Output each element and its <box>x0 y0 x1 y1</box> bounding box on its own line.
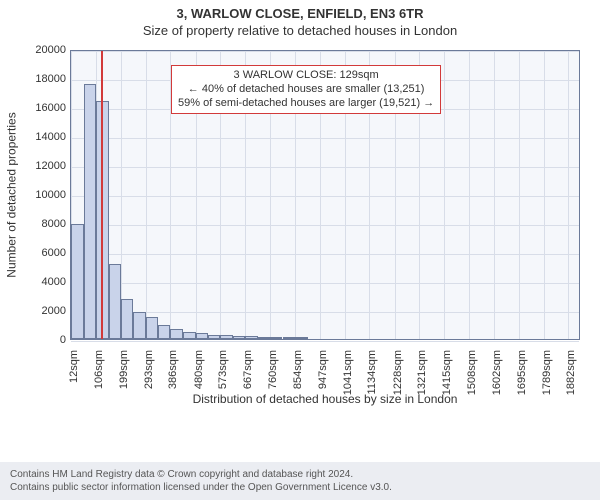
x-tick-label: 947sqm <box>317 350 329 410</box>
footer-line-2: Contains public sector information licen… <box>10 481 590 494</box>
gridline-h <box>71 225 579 226</box>
x-tick-label: 199sqm <box>118 350 130 410</box>
x-tick-label: 106sqm <box>93 350 105 410</box>
x-tick-label: 760sqm <box>267 350 279 410</box>
histogram-bar <box>196 333 209 339</box>
x-tick-label: 1789sqm <box>541 350 553 410</box>
gridline-h <box>71 196 579 197</box>
histogram-bar <box>170 329 183 339</box>
footer-attribution: Contains HM Land Registry data © Crown c… <box>0 462 600 500</box>
gridline-h <box>71 312 579 313</box>
histogram-bar <box>133 312 146 339</box>
histogram-bar <box>183 332 196 339</box>
footer-line-1: Contains HM Land Registry data © Crown c… <box>10 468 590 481</box>
x-tick-label: 1041sqm <box>342 350 354 410</box>
callout-line: 3 WARLOW CLOSE: 129sqm <box>178 69 434 83</box>
x-tick-label: 12sqm <box>68 350 80 410</box>
y-tick-label: 0 <box>16 334 66 346</box>
y-tick-label: 4000 <box>16 276 66 288</box>
y-tick-label: 6000 <box>16 247 66 259</box>
histogram-bar <box>245 336 258 339</box>
gridline-v <box>519 51 520 339</box>
gridline-h <box>71 51 579 52</box>
histogram-bar <box>84 84 97 339</box>
gridline-v <box>146 51 147 339</box>
x-tick-label: 854sqm <box>292 350 304 410</box>
callout-line: 59% of semi-detached houses are larger (… <box>178 97 434 111</box>
gridline-h <box>71 341 579 342</box>
gridline-h <box>71 283 579 284</box>
page-subtitle: Size of property relative to detached ho… <box>0 21 600 42</box>
histogram-bar <box>270 337 283 339</box>
y-tick-label: 10000 <box>16 189 66 201</box>
property-marker-line <box>101 51 103 339</box>
x-tick-label: 386sqm <box>167 350 179 410</box>
gridline-v <box>568 51 569 339</box>
histogram-bar <box>283 337 296 339</box>
histogram-bar <box>109 264 121 339</box>
y-tick-label: 16000 <box>16 102 66 114</box>
y-tick-label: 14000 <box>16 131 66 143</box>
x-tick-label: 1882sqm <box>565 350 577 410</box>
histogram-bar <box>258 337 270 339</box>
x-tick-label: 1508sqm <box>466 350 478 410</box>
x-tick-label: 480sqm <box>193 350 205 410</box>
page-title: 3, WARLOW CLOSE, ENFIELD, EN3 6TR <box>0 0 600 21</box>
histogram-bar <box>121 299 134 339</box>
x-tick-label: 1321sqm <box>416 350 428 410</box>
y-tick-label: 20000 <box>16 44 66 56</box>
gridline-v <box>121 51 122 339</box>
gridline-h <box>71 138 579 139</box>
x-tick-label: 1602sqm <box>491 350 503 410</box>
histogram-bar <box>158 325 170 339</box>
y-tick-label: 8000 <box>16 218 66 230</box>
x-tick-label: 1228sqm <box>392 350 404 410</box>
histogram-bar <box>71 224 84 339</box>
x-tick-label: 1134sqm <box>366 350 378 410</box>
gridline-h <box>71 254 579 255</box>
y-tick-label: 18000 <box>16 73 66 85</box>
gridline-v <box>469 51 470 339</box>
property-callout: 3 WARLOW CLOSE: 129sqm← 40% of detached … <box>171 65 441 114</box>
x-tick-label: 573sqm <box>217 350 229 410</box>
histogram-bar <box>220 335 233 339</box>
gridline-h <box>71 167 579 168</box>
histogram-bar <box>208 335 220 339</box>
gridline-v <box>494 51 495 339</box>
histogram-bar <box>233 336 246 339</box>
histogram-bar <box>295 337 308 339</box>
y-tick-label: 12000 <box>16 160 66 172</box>
plot-area: 3 WARLOW CLOSE: 129sqm← 40% of detached … <box>70 50 580 340</box>
x-tick-label: 667sqm <box>242 350 254 410</box>
histogram-chart: Number of detached properties 3 WARLOW C… <box>0 40 600 410</box>
gridline-v <box>544 51 545 339</box>
x-tick-label: 293sqm <box>143 350 155 410</box>
x-tick-label: 1415sqm <box>441 350 453 410</box>
y-tick-label: 2000 <box>16 305 66 317</box>
x-tick-label: 1695sqm <box>516 350 528 410</box>
gridline-v <box>444 51 445 339</box>
histogram-bar <box>146 317 159 339</box>
callout-line: ← 40% of detached houses are smaller (13… <box>178 83 434 97</box>
